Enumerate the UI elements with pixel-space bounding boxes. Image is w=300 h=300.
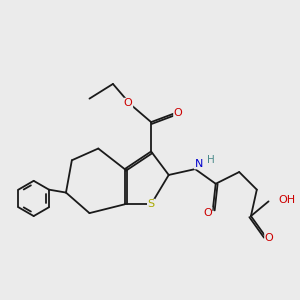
Text: O: O	[203, 208, 212, 218]
Text: N: N	[194, 159, 203, 169]
Text: O: O	[265, 233, 274, 243]
Text: S: S	[148, 199, 155, 209]
Text: O: O	[124, 98, 133, 108]
Text: H: H	[206, 155, 214, 165]
Text: OH: OH	[278, 195, 295, 205]
Text: O: O	[174, 108, 182, 118]
